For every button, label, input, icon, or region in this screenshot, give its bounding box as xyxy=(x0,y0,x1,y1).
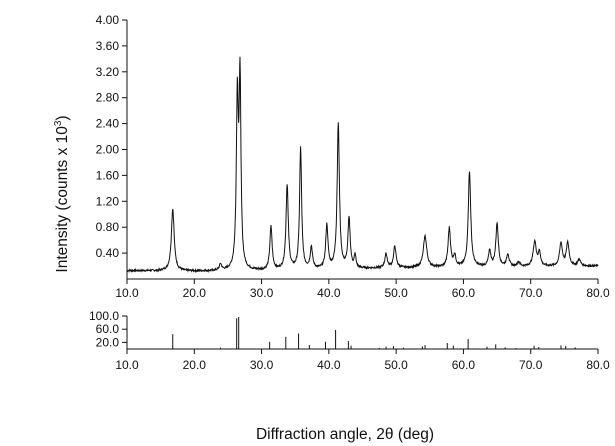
top-x-tick-label-2: 30.0 xyxy=(250,286,274,300)
top-y-tick-label-0: 0.40 xyxy=(96,246,120,260)
top-x-tick-label-4: 50.0 xyxy=(384,286,408,300)
reference-sticks xyxy=(172,316,576,349)
top-y-tick-label-4: 2.00 xyxy=(96,143,120,157)
bottom-x-tick-label-0: 10.0 xyxy=(115,358,139,372)
top-y-tick-label-6: 2.80 xyxy=(96,91,120,105)
bottom-x-tick-label-1: 20.0 xyxy=(183,358,207,372)
top-y-tick-label-8: 3.60 xyxy=(96,39,120,53)
top-y-tick-label-9: 4.00 xyxy=(96,13,120,27)
top-x-tick-label-5: 60.0 xyxy=(452,286,476,300)
top-y-axis-ticks: 0.40 0.80 1.20 1.60 2.00 2.40 2.80 3.20 3.60 4.00 xyxy=(96,13,127,260)
bottom-x-tick-label-3: 40.0 xyxy=(317,358,341,372)
top-y-tick-label-5: 2.40 xyxy=(96,117,120,131)
bottom-x-tick-label-6: 70.0 xyxy=(519,358,543,372)
top-y-tick-label-2: 1.20 xyxy=(96,194,120,208)
top-y-tick-label-1: 0.80 xyxy=(96,220,120,234)
bottom-y-tick-label-0: 20.0 xyxy=(96,335,120,349)
top-x-tick-label-0: 10.0 xyxy=(115,286,139,300)
top-y-tick-label-3: 1.60 xyxy=(96,168,120,182)
measured-pattern-series-line xyxy=(126,56,599,274)
bottom-x-tick-label-2: 30.0 xyxy=(250,358,274,372)
top-x-tick-label-1: 20.0 xyxy=(183,286,207,300)
y-axis-title: Intensity (counts x 103) xyxy=(53,115,71,272)
top-x-tick-label-7: 80.0 xyxy=(586,286,610,300)
measured-pattern-panel: 0.40 0.80 1.20 1.60 2.00 2.40 2.80 3.20 3.60 4.00… xyxy=(96,13,610,300)
x-axis-title: Diffraction angle, 2θ (deg) xyxy=(256,426,434,443)
top-x-tick-label-6: 70.0 xyxy=(519,286,543,300)
top-x-axis-ticks: 10.0 20.0 30.0 40.0 50.0 60.0 70.0 80.0 xyxy=(115,279,610,300)
top-x-tick-label-3: 40.0 xyxy=(317,286,341,300)
bottom-x-tick-label-4: 50.0 xyxy=(384,358,408,372)
bottom-x-tick-label-7: 80.0 xyxy=(586,358,610,372)
bottom-x-tick-label-5: 60.0 xyxy=(452,358,476,372)
bottom-y-tick-label-2: 100.0 xyxy=(89,309,119,323)
top-y-tick-label-7: 3.20 xyxy=(96,65,120,79)
bottom-y-tick-label-1: 60.0 xyxy=(96,322,120,336)
bottom-x-axis-ticks: 10.0 20.0 30.0 40.0 50.0 60.0 70.0 80.0 xyxy=(115,349,610,372)
